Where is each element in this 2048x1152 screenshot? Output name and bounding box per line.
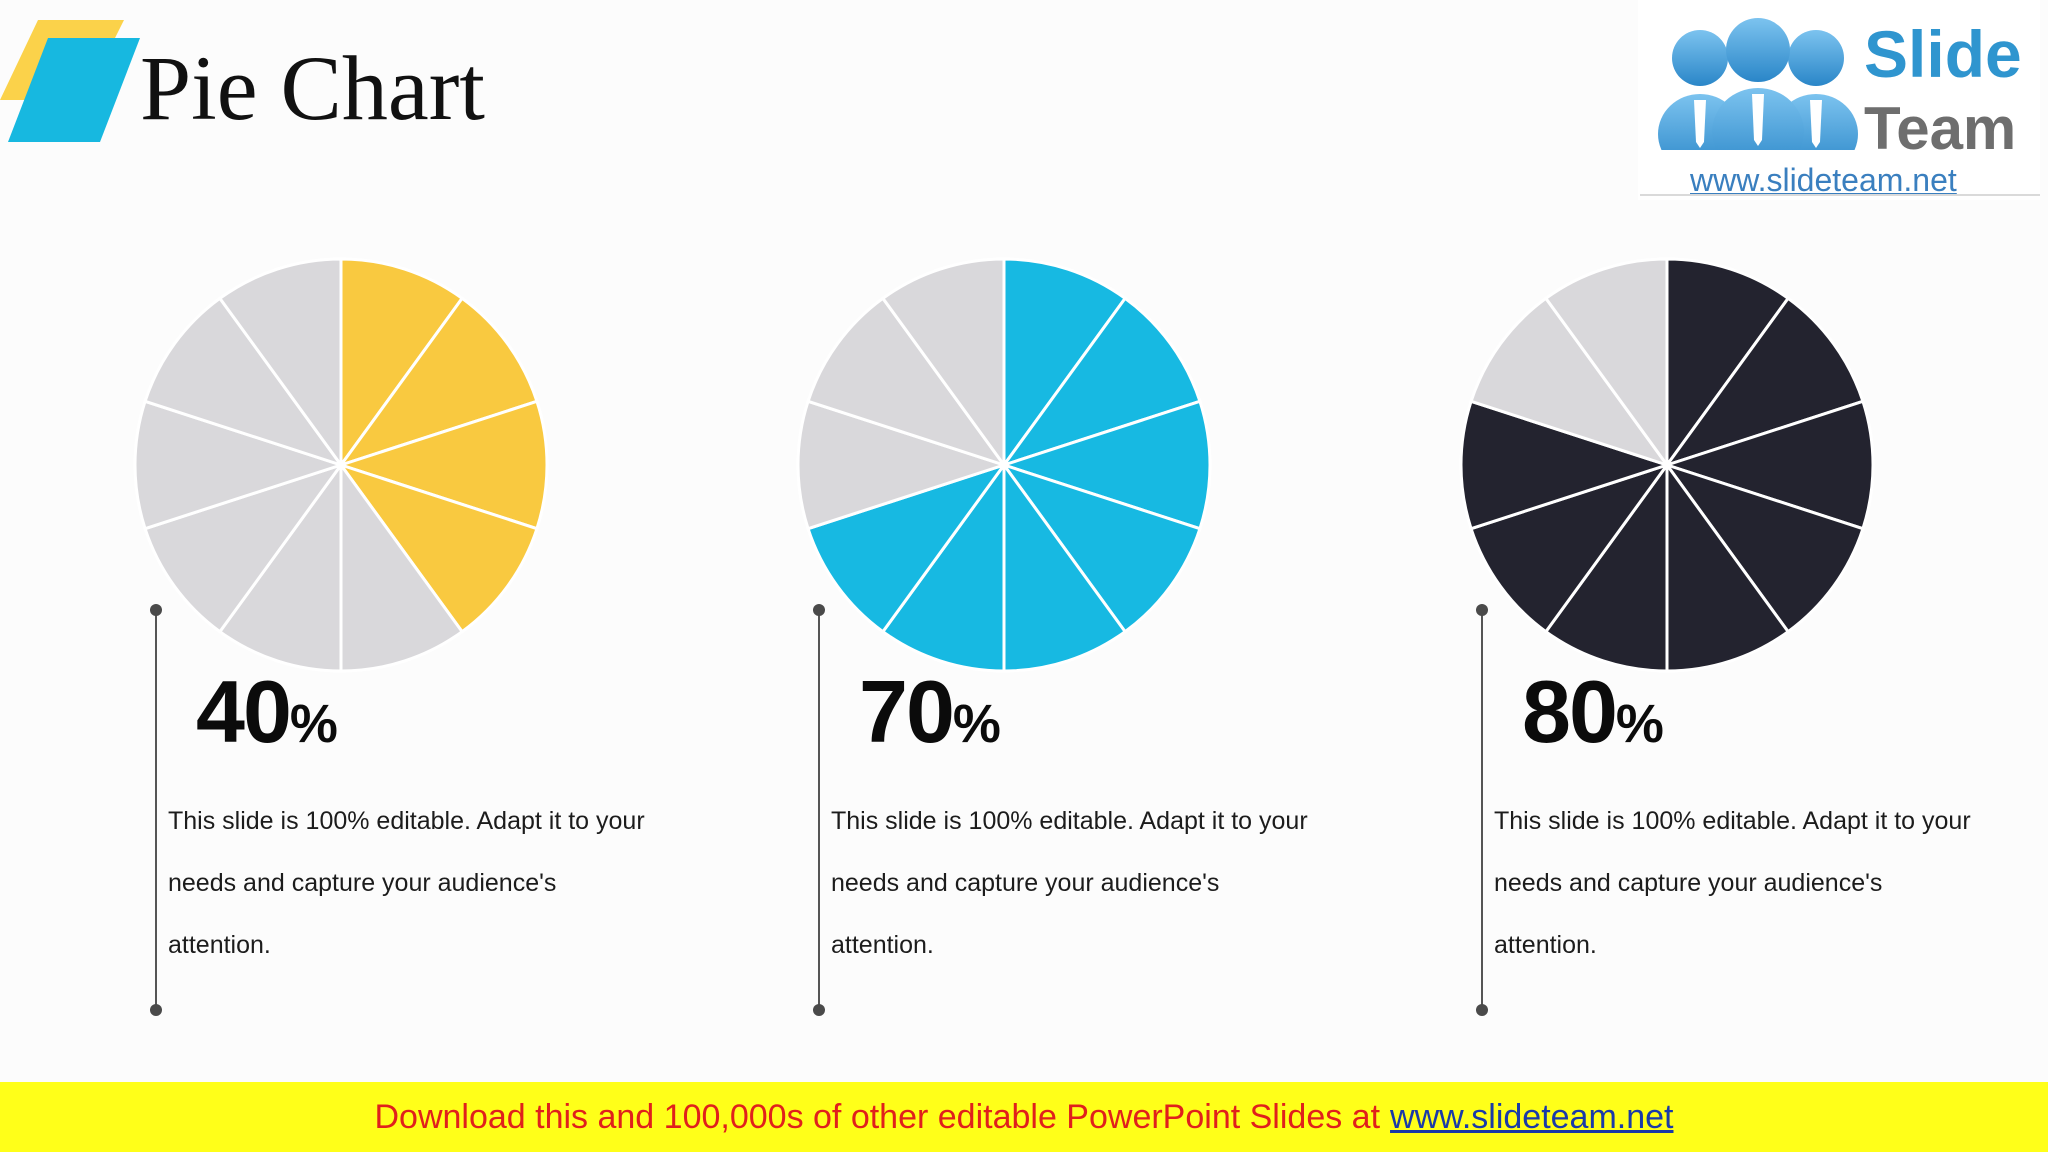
people-icon xyxy=(1658,18,1858,150)
description-2: This slide is 100% editable. Adapt it to… xyxy=(831,807,1308,959)
pie-slice-empty xyxy=(881,257,1006,467)
percent-symbol: % xyxy=(289,694,338,754)
description-1: This slide is 100% editable. Adapt it to… xyxy=(168,807,645,959)
pie-slice-empty xyxy=(339,463,464,673)
slide-title: Pie Chart xyxy=(140,37,485,139)
pie-chart-block-3: 80% This slide is 100% editable. Adapt i… xyxy=(1452,250,2012,1020)
pie-slice-filled xyxy=(1002,296,1202,467)
pie-chart-1 xyxy=(133,257,549,673)
pie-slice-filled xyxy=(1002,257,1127,467)
connector-line-3 xyxy=(1472,604,1492,1016)
pie-slice-filled xyxy=(1665,296,1865,467)
pie-slice-filled xyxy=(1665,257,1790,467)
pie-slice-filled xyxy=(1469,463,1669,634)
pie-slice-empty xyxy=(218,257,343,467)
connector-line-2 xyxy=(809,604,829,1016)
pie-slice-filled xyxy=(881,463,1006,673)
pie-slice-filled xyxy=(806,463,1006,634)
percent-label-1: 40% xyxy=(196,668,338,756)
connector-bottom-dot xyxy=(813,1004,825,1016)
pie-slice-filled xyxy=(1665,463,1865,634)
pie-slice-empty xyxy=(143,296,343,467)
pie-slice-filled xyxy=(339,257,464,467)
percent-symbol: % xyxy=(952,694,1001,754)
pie-slice-empty xyxy=(143,463,343,634)
pie-slice-empty xyxy=(806,296,1006,467)
logo-divider xyxy=(1640,194,2040,196)
connector-line-1 xyxy=(146,604,166,1016)
pie-slice-filled xyxy=(1665,463,1790,673)
pie-slice-filled xyxy=(1544,463,1669,673)
pie-slice-empty xyxy=(796,399,1006,531)
pie-slice-filled xyxy=(1002,463,1127,673)
logo-url-link[interactable]: www.slideteam.net xyxy=(1690,162,1957,198)
pie-slice-empty xyxy=(133,399,343,531)
connector-bottom-dot xyxy=(1476,1004,1488,1016)
logo-slide-text: Slide xyxy=(1864,17,2022,91)
pie-slice-filled xyxy=(1665,399,1875,531)
title-accent-shape xyxy=(0,20,140,142)
pie-slice-empty xyxy=(218,463,343,673)
pie-slice-filled xyxy=(339,296,539,467)
percent-symbol: % xyxy=(1615,694,1664,754)
pie-slice-filled xyxy=(1002,399,1212,531)
pie-chart-2 xyxy=(796,257,1212,673)
pie-slice-filled xyxy=(339,399,549,531)
pie-slice-empty xyxy=(1544,257,1669,467)
description-3: This slide is 100% editable. Adapt it to… xyxy=(1494,807,1971,959)
logo-team-text: Team xyxy=(1864,95,2017,162)
download-banner: Download this and 100,000s of other edit… xyxy=(0,1082,2048,1152)
connector-vertical-line xyxy=(155,610,157,1010)
pie-slice-filled xyxy=(339,463,539,634)
pie-chart-block-2: 70% This slide is 100% editable. Adapt i… xyxy=(789,250,1349,1020)
banner-link[interactable]: www.slideteam.net xyxy=(1390,1097,1674,1136)
connector-bottom-dot xyxy=(150,1004,162,1016)
pie-slice-empty xyxy=(1469,296,1669,467)
percent-label-3: 80% xyxy=(1522,668,1664,756)
connector-top-dot xyxy=(813,604,825,616)
connector-vertical-line xyxy=(818,610,820,1010)
pie-slice-filled xyxy=(1002,463,1202,634)
accent-blue-parallelogram xyxy=(8,38,140,142)
percent-label-2: 70% xyxy=(859,668,1001,756)
connector-vertical-line xyxy=(1481,610,1483,1010)
connector-top-dot xyxy=(150,604,162,616)
percent-value: 70 xyxy=(859,662,955,761)
connector-top-dot xyxy=(1476,604,1488,616)
pie-chart-3 xyxy=(1459,257,1875,673)
slideteam-logo[interactable]: Slide Team www.slideteam.net xyxy=(1638,0,2040,200)
percent-value: 80 xyxy=(1522,662,1618,761)
pie-chart-block-1: 40% This slide is 100% editable. Adapt i… xyxy=(126,250,686,1020)
percent-value: 40 xyxy=(196,662,292,761)
banner-text: Download this and 100,000s of other edit… xyxy=(374,1097,1381,1136)
pie-slice-filled xyxy=(1459,399,1669,531)
